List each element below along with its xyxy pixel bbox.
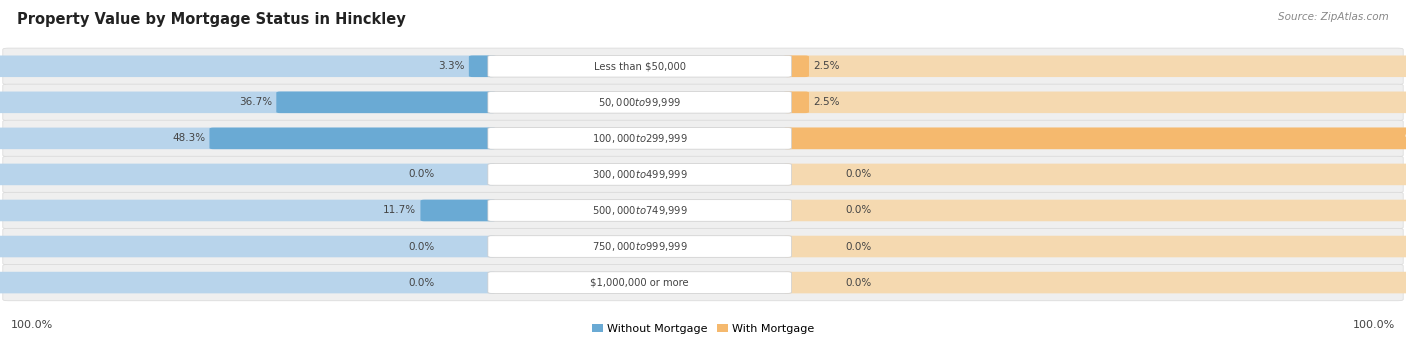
FancyBboxPatch shape [209, 128, 496, 149]
FancyBboxPatch shape [488, 200, 792, 221]
FancyBboxPatch shape [3, 120, 1403, 157]
FancyBboxPatch shape [783, 56, 1406, 77]
Text: 11.7%: 11.7% [382, 206, 416, 216]
FancyBboxPatch shape [0, 164, 496, 185]
FancyBboxPatch shape [783, 56, 808, 77]
Text: 0.0%: 0.0% [845, 169, 872, 179]
Text: 2.5%: 2.5% [813, 61, 839, 71]
FancyBboxPatch shape [488, 164, 792, 185]
FancyBboxPatch shape [783, 91, 1406, 113]
FancyBboxPatch shape [0, 236, 496, 257]
FancyBboxPatch shape [3, 192, 1403, 229]
FancyBboxPatch shape [783, 164, 1406, 185]
Text: 0.0%: 0.0% [845, 278, 872, 287]
FancyBboxPatch shape [783, 200, 1406, 221]
Text: $1,000,000 or more: $1,000,000 or more [591, 278, 689, 287]
FancyBboxPatch shape [3, 228, 1403, 265]
FancyBboxPatch shape [0, 128, 496, 149]
Text: 3.3%: 3.3% [439, 61, 464, 71]
FancyBboxPatch shape [0, 200, 496, 221]
Text: 0.0%: 0.0% [408, 278, 434, 287]
Text: 48.3%: 48.3% [172, 133, 205, 143]
FancyBboxPatch shape [0, 56, 496, 77]
Text: 0.0%: 0.0% [845, 241, 872, 252]
FancyBboxPatch shape [0, 272, 496, 293]
FancyBboxPatch shape [488, 128, 792, 149]
Legend: Without Mortgage, With Mortgage: Without Mortgage, With Mortgage [592, 324, 814, 334]
Text: $100,000 to $299,999: $100,000 to $299,999 [592, 132, 688, 145]
Text: 100.0%: 100.0% [1353, 320, 1395, 330]
FancyBboxPatch shape [488, 272, 792, 293]
Text: $300,000 to $499,999: $300,000 to $499,999 [592, 168, 688, 181]
FancyBboxPatch shape [783, 128, 1406, 149]
Text: Property Value by Mortgage Status in Hinckley: Property Value by Mortgage Status in Hin… [17, 12, 405, 27]
Text: 36.7%: 36.7% [239, 97, 273, 107]
FancyBboxPatch shape [488, 56, 792, 77]
FancyBboxPatch shape [783, 236, 1406, 257]
FancyBboxPatch shape [783, 272, 1406, 293]
FancyBboxPatch shape [277, 91, 496, 113]
FancyBboxPatch shape [3, 156, 1403, 193]
Text: 100.0%: 100.0% [11, 320, 53, 330]
FancyBboxPatch shape [3, 264, 1403, 301]
FancyBboxPatch shape [420, 200, 496, 221]
Text: $50,000 to $99,999: $50,000 to $99,999 [598, 96, 682, 109]
Text: Less than $50,000: Less than $50,000 [593, 61, 686, 71]
FancyBboxPatch shape [468, 56, 496, 77]
Text: 2.5%: 2.5% [813, 97, 839, 107]
FancyBboxPatch shape [783, 128, 1406, 149]
FancyBboxPatch shape [0, 91, 496, 113]
FancyBboxPatch shape [3, 84, 1403, 120]
FancyBboxPatch shape [488, 236, 792, 257]
Text: Source: ZipAtlas.com: Source: ZipAtlas.com [1278, 12, 1389, 22]
Text: 0.0%: 0.0% [408, 169, 434, 179]
FancyBboxPatch shape [488, 91, 792, 113]
Text: $750,000 to $999,999: $750,000 to $999,999 [592, 240, 688, 253]
FancyBboxPatch shape [3, 48, 1403, 85]
Text: 0.0%: 0.0% [408, 241, 434, 252]
Text: 0.0%: 0.0% [845, 206, 872, 216]
FancyBboxPatch shape [783, 91, 808, 113]
Text: $500,000 to $749,999: $500,000 to $749,999 [592, 204, 688, 217]
